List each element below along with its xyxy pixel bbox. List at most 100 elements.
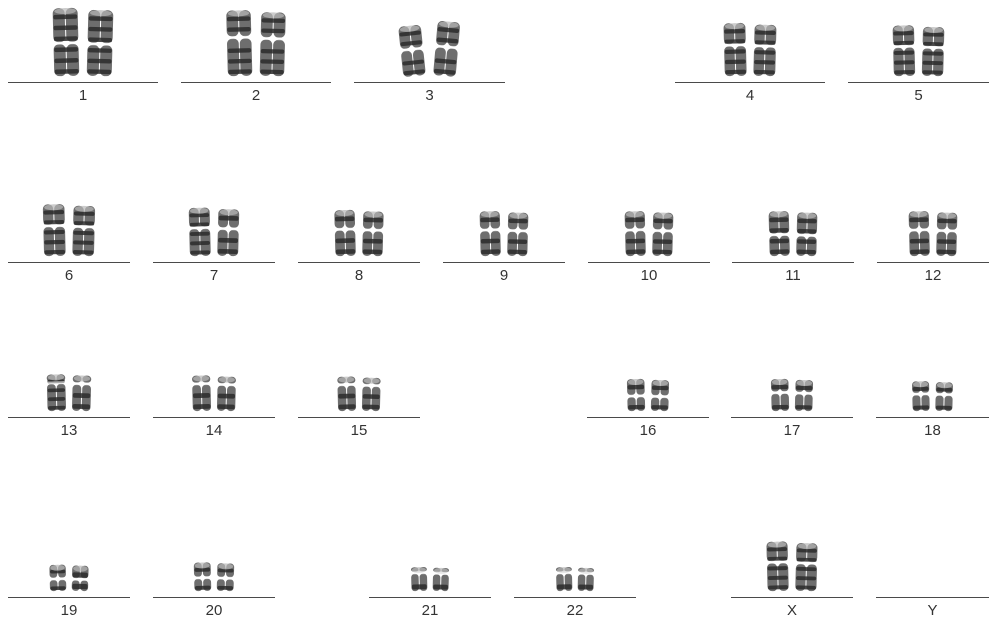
chromosome-pair-22: 22 xyxy=(514,0,636,628)
pair-label-2: 2 xyxy=(251,87,261,104)
chromosome-pair-12: 12 xyxy=(877,0,989,628)
pair-baseline xyxy=(514,597,636,598)
chromosome-pair-8: 8 xyxy=(298,0,420,628)
pair-baseline xyxy=(848,82,989,83)
chromosome-12-a xyxy=(908,211,930,257)
pair-label-13: 13 xyxy=(60,422,78,439)
chromosome-pair-14: 14 xyxy=(153,0,275,628)
chromosome-22-a xyxy=(555,566,573,592)
chromosome-7-b xyxy=(217,209,240,257)
chromosome-13-b xyxy=(72,375,92,412)
pair-label-x: X xyxy=(786,602,797,619)
chromosome-pair-15: 15 xyxy=(298,0,420,628)
chromosome-21-b xyxy=(432,567,450,592)
chromosome-21-a xyxy=(410,566,428,592)
chromosome-pair-19-image xyxy=(49,564,89,592)
chromosome-pair-6-image xyxy=(42,204,96,257)
pair-label-4: 4 xyxy=(745,87,755,104)
pair-label-8: 8 xyxy=(354,267,364,284)
chromosome-pair-2-image xyxy=(226,10,286,77)
chromosome-pair-8-image xyxy=(334,209,384,257)
chromosome-pair-9-image xyxy=(479,211,529,257)
pair-baseline xyxy=(298,262,420,263)
pair-baseline xyxy=(587,417,709,418)
chromosome-14-a xyxy=(191,375,212,412)
chromosome-11-b xyxy=(796,212,818,257)
pair-label-12: 12 xyxy=(924,267,942,284)
pair-baseline xyxy=(369,597,491,598)
chromosome-4-b xyxy=(753,24,777,77)
pair-baseline xyxy=(731,417,853,418)
chromosome-pair-15-image xyxy=(336,376,382,412)
chromosome-16-a xyxy=(626,378,646,412)
chromosome-pair-21-image xyxy=(410,566,450,592)
chromosome-x-b xyxy=(795,542,818,592)
chromosome-3-a xyxy=(398,25,426,77)
chromosome-pair-10: 10 xyxy=(588,0,710,628)
chromosome-pair-1: 1 xyxy=(8,0,158,628)
chromosome-1-a xyxy=(52,7,80,77)
chromosome-11-a xyxy=(768,211,790,257)
pair-label-18: 18 xyxy=(924,422,941,439)
chromosome-5-b xyxy=(921,26,945,77)
chromosome-pair-20: 20 xyxy=(153,0,275,628)
pair-label-22: 22 xyxy=(566,602,584,619)
chromosome-pair-11-image xyxy=(768,211,818,257)
chromosome-pair-7: 7 xyxy=(153,0,275,628)
chromosome-13-a xyxy=(46,374,66,412)
chromosome-pair-x: X xyxy=(731,0,853,628)
pair-baseline xyxy=(8,262,130,263)
chromosome-19-b xyxy=(71,565,89,592)
pair-label-17: 17 xyxy=(783,422,801,439)
pair-baseline xyxy=(8,82,158,83)
chromosome-2-a xyxy=(226,10,253,77)
chromosome-pair-1-image xyxy=(52,7,114,77)
pair-label-21: 21 xyxy=(421,602,439,619)
chromosome-pair-13: 13 xyxy=(8,0,130,628)
chromosome-pair-16-image xyxy=(626,378,670,412)
pair-label-6: 6 xyxy=(64,267,74,284)
chromosome-6-a xyxy=(42,204,66,257)
chromosome-pair-y: Y xyxy=(876,0,989,628)
chromosome-pair-9: 9 xyxy=(443,0,565,628)
pair-baseline xyxy=(876,417,989,418)
chromosome-pair-3: 3 xyxy=(354,0,505,628)
chromosome-10-a xyxy=(624,211,646,257)
chromosome-pair-19: 19 xyxy=(8,0,130,628)
pair-baseline xyxy=(8,417,130,418)
chromosome-22-b xyxy=(577,567,595,592)
pair-label-10: 10 xyxy=(640,267,658,284)
pair-baseline xyxy=(588,262,710,263)
chromosome-20-b xyxy=(216,563,235,592)
chromosome-pair-18: 18 xyxy=(876,0,989,628)
chromosome-pair-2: 2 xyxy=(181,0,331,628)
pair-label-19: 19 xyxy=(60,602,78,619)
chromosome-18-b xyxy=(935,382,954,412)
pair-label-y: Y xyxy=(927,602,938,619)
chromosome-2-b xyxy=(259,12,286,77)
pair-baseline xyxy=(675,82,825,83)
chromosome-pair-x-image xyxy=(766,541,818,592)
chromosome-pair-5-image xyxy=(892,25,945,77)
pair-baseline xyxy=(877,262,989,263)
chromosome-pair-20-image xyxy=(193,562,235,592)
pair-label-15: 15 xyxy=(350,422,368,439)
pair-label-16: 16 xyxy=(639,422,657,439)
chromosome-19-a xyxy=(49,564,67,592)
chromosome-pair-13-image xyxy=(46,374,92,412)
pair-label-9: 9 xyxy=(499,267,509,284)
chromosome-15-a xyxy=(336,376,357,412)
chromosome-pair-4: 4 xyxy=(675,0,825,628)
pair-baseline xyxy=(8,597,130,598)
pair-label-11: 11 xyxy=(785,267,801,284)
chromosome-8-b xyxy=(362,211,384,257)
chromosome-pair-10-image xyxy=(624,211,674,257)
pair-baseline xyxy=(153,597,275,598)
chromosome-1-b xyxy=(86,9,114,77)
chromosome-16-b xyxy=(650,379,670,412)
pair-label-5: 5 xyxy=(914,87,923,104)
chromosome-pair-18-image xyxy=(911,381,954,412)
chromosome-pair-17-image xyxy=(770,378,814,412)
pair-label-3: 3 xyxy=(425,87,434,104)
chromosome-5-a xyxy=(892,25,916,77)
